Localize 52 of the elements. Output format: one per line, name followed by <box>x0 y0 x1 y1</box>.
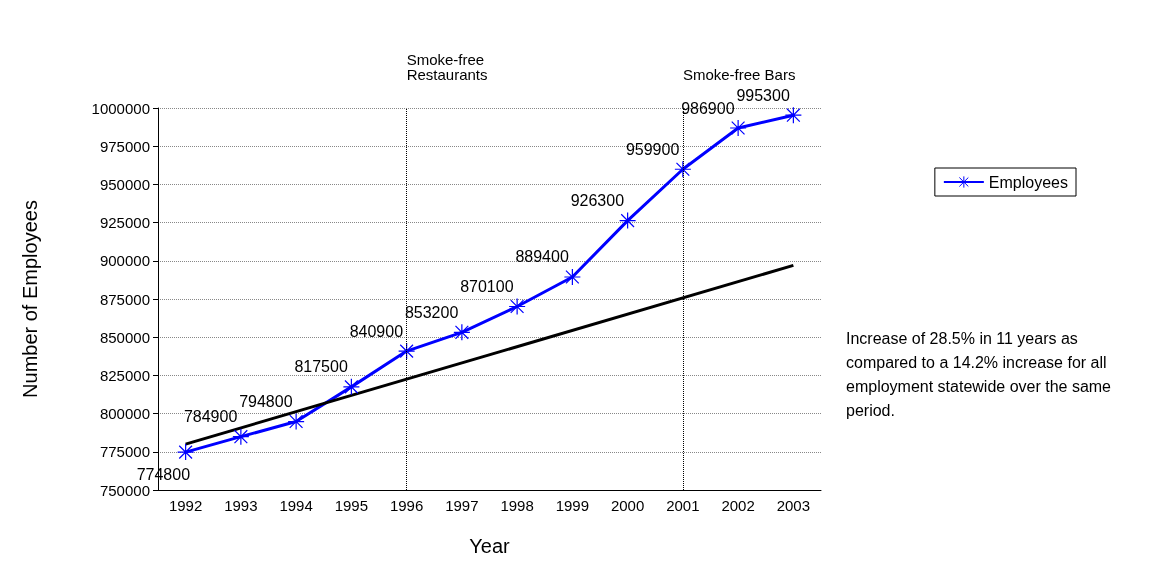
point <box>398 342 416 360</box>
data-label: 817500 <box>294 358 348 376</box>
data-label: 853200 <box>404 303 459 321</box>
point <box>674 160 692 178</box>
x-tick-label: 1996 <box>389 497 424 514</box>
x-tick-label: 2001 <box>666 497 700 514</box>
point <box>508 297 526 316</box>
x-tick-label: 1999 <box>555 497 590 514</box>
x-tick-label: 1998 <box>500 497 534 514</box>
x-tick-label: 1993 <box>224 497 258 514</box>
y-tick-label: 925000 <box>99 214 150 232</box>
y-tick-label: 975000 <box>99 137 150 155</box>
data-label: 959900 <box>625 140 680 158</box>
y-tick-label: 850000 <box>99 328 150 346</box>
x-tick-label: 1995 <box>334 497 369 514</box>
x-tick-label: 2002 <box>721 497 755 514</box>
data-label: 870100 <box>460 277 514 295</box>
data-label: 926300 <box>570 192 625 210</box>
y-tick-label: 775000 <box>99 443 150 461</box>
y-tick-label: 825000 <box>99 366 150 384</box>
data-label: 794800 <box>239 393 293 411</box>
point <box>729 119 747 137</box>
point <box>287 412 305 431</box>
point <box>784 106 802 124</box>
x-tick-label: 1994 <box>279 497 313 514</box>
y-tick-label: 800000 <box>99 405 150 423</box>
point <box>563 268 581 286</box>
text: Increase of 28.5% in 11 years as compared to a 14.2% increase for all employment statewide over the same period. <box>846 329 1116 419</box>
data-label: 784900 <box>183 408 238 426</box>
x-tick-label: 1997 <box>445 497 479 514</box>
y-tick-label: 750000 <box>99 481 150 499</box>
x-axis-title: Year <box>469 535 511 557</box>
data-label: 840900 <box>349 322 404 340</box>
y-tick-label: 900000 <box>99 252 150 270</box>
ref-line-label: Smoke-free Bars <box>682 66 796 83</box>
x-tick-label: 2003 <box>776 497 811 514</box>
data-label: 986900 <box>681 99 735 117</box>
data-label: 889400 <box>515 248 569 266</box>
x-tick-label: 2000 <box>610 497 645 514</box>
point <box>453 323 471 341</box>
legend-label: Employees <box>988 173 1069 191</box>
y-tick-label: 950000 <box>99 175 150 193</box>
x-tick-label: 1992 <box>168 497 203 514</box>
y-tick-label: 1000000 <box>91 99 150 117</box>
data-label: 995300 <box>736 86 790 104</box>
y-axis-title: Number of Employees <box>19 200 41 398</box>
y-tick-label: 875000 <box>99 290 150 308</box>
point <box>232 428 250 446</box>
point <box>619 212 637 230</box>
point <box>177 443 195 461</box>
point <box>342 378 360 396</box>
ref-line-label: Smoke-free Restaurants <box>406 51 489 83</box>
